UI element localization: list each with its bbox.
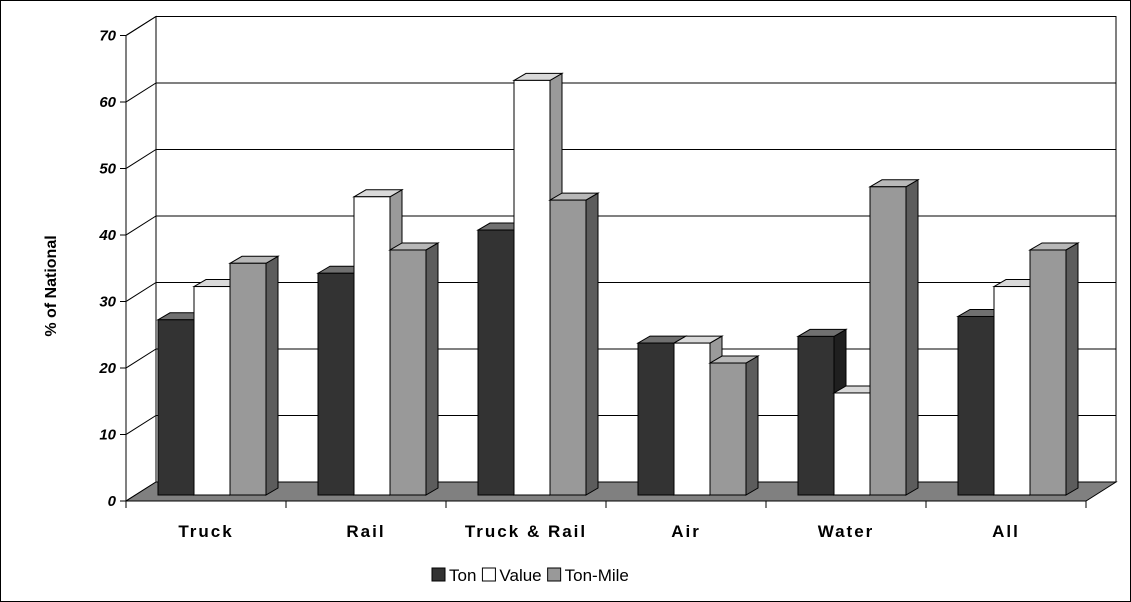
legend-label-ton-mile: Ton-Mile (565, 566, 629, 585)
y-axis-label: % of National (43, 235, 60, 336)
x-tick-label-water: Water (818, 522, 875, 541)
x-axis: Truck Rail Truck & Rail Air Water All (125, 500, 1087, 541)
y-tick-label: 60 (99, 94, 116, 111)
y-tick-label: 50 (99, 161, 116, 178)
legend-item-ton-mile: Ton-Mile (547, 566, 629, 585)
gridline (125, 16, 1116, 36)
bar-ton-mile-rail (388, 242, 440, 496)
y-tick-label: 70 (99, 28, 116, 45)
y-tick-label: 0 (108, 493, 117, 510)
x-tick-label-truck: Truck (178, 522, 233, 541)
legend-item-value: Value (481, 566, 542, 585)
legend-label-ton: Ton (449, 566, 476, 585)
bar-ton-mile-truck-and-rail (548, 192, 600, 496)
gridline (125, 82, 1116, 103)
bars (156, 72, 1080, 496)
x-tick-label-all: All (992, 522, 1020, 541)
x-tick-label-rail: Rail (346, 522, 385, 541)
gridline (125, 415, 1116, 435)
side-wall (125, 15, 157, 502)
legend-swatch-ton (431, 567, 446, 582)
gridline (125, 282, 1116, 302)
gridlines (125, 16, 1116, 435)
gridline (125, 215, 1116, 236)
bar-ton-mile-water (868, 178, 920, 496)
legend-swatch-value (481, 567, 496, 582)
x-tick-label-truck-and-rail: Truck & Rail (465, 522, 587, 541)
gridline (125, 149, 1116, 169)
bar-ton-mile-air (708, 355, 760, 496)
y-tick-label: 10 (99, 427, 116, 444)
y-axis: 0 10 20 30 40 50 60 70 (98, 28, 127, 510)
legend: Ton Value Ton-Mile (431, 566, 629, 585)
y-tick-label: 20 (98, 360, 116, 377)
legend-label-value: Value (499, 566, 541, 585)
y-tick-label: 30 (99, 294, 116, 311)
legend-item-ton: Ton (431, 566, 476, 585)
bar-ton-mile-truck (228, 255, 280, 496)
bar-ton-mile-all (1028, 242, 1080, 496)
legend-swatch-ton-mile (547, 567, 562, 582)
gridline (125, 348, 1116, 369)
y-tick-label: 40 (98, 227, 116, 244)
x-tick-label-air: Air (671, 522, 701, 541)
